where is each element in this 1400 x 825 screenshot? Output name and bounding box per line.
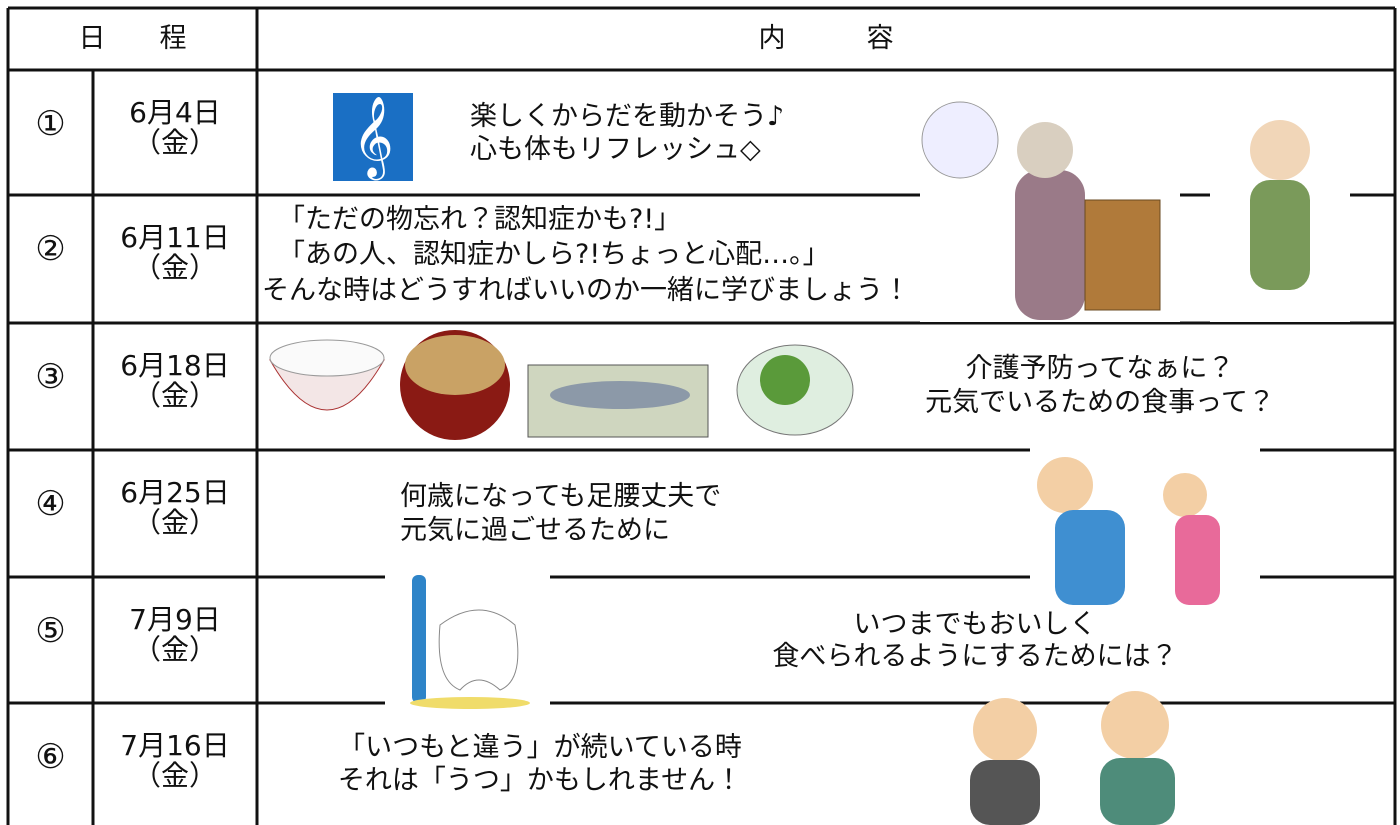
- row-weekday: （金）: [132, 506, 217, 539]
- header-content: 内 容: [758, 23, 894, 54]
- row-weekday: （金）: [132, 251, 217, 284]
- content-line: 心も体もリフレッシュ◇: [470, 134, 761, 165]
- row-date: 7月16日: [120, 729, 230, 762]
- content-line: 「ただの物忘れ？認知症かも?!」: [278, 204, 682, 235]
- row-number: ④: [35, 484, 66, 524]
- row-number: ⑥: [35, 737, 66, 777]
- content-line: 「あの人、認知症かしら?!ちょっと心配…。」: [278, 239, 830, 270]
- content-line: そんな時はどうすればいいのか一緒に学びましょう！: [262, 275, 910, 306]
- content-line: 「いつもと違う」が続いている時: [338, 732, 742, 763]
- music-icon: 𝄞: [333, 93, 413, 181]
- row-date: 6月4日: [129, 96, 221, 129]
- content-line: 元気に過ごせるために: [400, 515, 670, 546]
- row-weekday: （金）: [132, 379, 217, 412]
- row-number: ②: [35, 229, 66, 269]
- row-date: 7月9日: [129, 603, 221, 636]
- meal-illustration: [269, 330, 854, 440]
- content-line: 楽しくからだを動かそう♪: [470, 101, 785, 132]
- row-date: 6月11日: [120, 221, 230, 254]
- content-line: 元気でいるための食事って？: [925, 387, 1275, 418]
- row-date: 6月18日: [120, 349, 230, 382]
- content-line: いつまでもおいしく: [853, 609, 1097, 640]
- forgetful-illustration: [920, 90, 1350, 322]
- svg-text:𝄞: 𝄞: [352, 95, 393, 180]
- row-weekday: （金）: [132, 126, 217, 159]
- content-line: 介護予防ってなぁに？: [965, 353, 1235, 384]
- row-weekday: （金）: [132, 759, 217, 792]
- exercise-illustration: [1030, 430, 1260, 610]
- row-number: ⑤: [35, 611, 66, 651]
- content-line: 食べられるようにするためには？: [772, 641, 1178, 672]
- row-number: ①: [35, 104, 66, 144]
- row-weekday: （金）: [132, 633, 217, 666]
- content-line: 何歳になっても足腰丈夫で: [400, 481, 722, 512]
- elderly-illustration: [970, 691, 1175, 825]
- row-date: 6月25日: [120, 476, 230, 509]
- header-schedule: 日 程: [78, 23, 187, 54]
- content-line: それは「うつ」かもしれません！: [337, 765, 743, 796]
- row-number: ③: [35, 357, 66, 397]
- tooth-illustration: [385, 560, 550, 710]
